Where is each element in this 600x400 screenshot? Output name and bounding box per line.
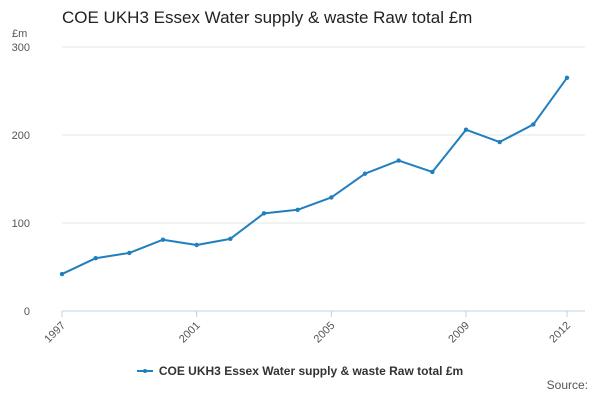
- data-point: [497, 139, 502, 145]
- data-point: [127, 250, 132, 256]
- chart-legend: COE UKH3 Essex Water supply & waste Raw …: [0, 364, 600, 379]
- y-tick-label: 100: [12, 218, 30, 230]
- data-point: [362, 171, 368, 176]
- series-line: [61, 76, 568, 276]
- y-tick-label: 200: [12, 130, 30, 142]
- data-point: [430, 169, 435, 175]
- data-point: [396, 158, 401, 163]
- legend-item[interactable]: COE UKH3 Essex Water supply & waste Raw …: [136, 364, 464, 378]
- legend-label: COE UKH3 Essex Water supply & waste Raw …: [158, 364, 464, 378]
- x-tick-label: 2001: [177, 320, 203, 346]
- data-point: [160, 237, 166, 242]
- data-point: [194, 242, 199, 248]
- x-tick-label: 2005: [312, 320, 338, 346]
- y-tick-label: 0: [24, 306, 30, 318]
- y-axis-label: £m: [12, 28, 27, 40]
- source-label[interactable]: Source:: [546, 378, 588, 392]
- data-point: [564, 75, 570, 81]
- data-point: [463, 127, 469, 132]
- x-tick-label: 2012: [547, 320, 573, 346]
- y-tick-label: 300: [12, 42, 30, 54]
- x-tick-label: 1997: [42, 320, 68, 346]
- x-tick-label: 2009: [446, 320, 472, 346]
- legend-line-marker-icon: [136, 366, 153, 376]
- data-point: [93, 256, 98, 261]
- data-point: [261, 211, 267, 216]
- data-point: [531, 122, 536, 127]
- data-point: [228, 236, 233, 242]
- data-point: [295, 207, 300, 212]
- chart-title: COE UKH3 Essex Water supply & waste Raw …: [62, 8, 473, 27]
- data-point: [59, 271, 65, 277]
- data-point: [329, 195, 334, 200]
